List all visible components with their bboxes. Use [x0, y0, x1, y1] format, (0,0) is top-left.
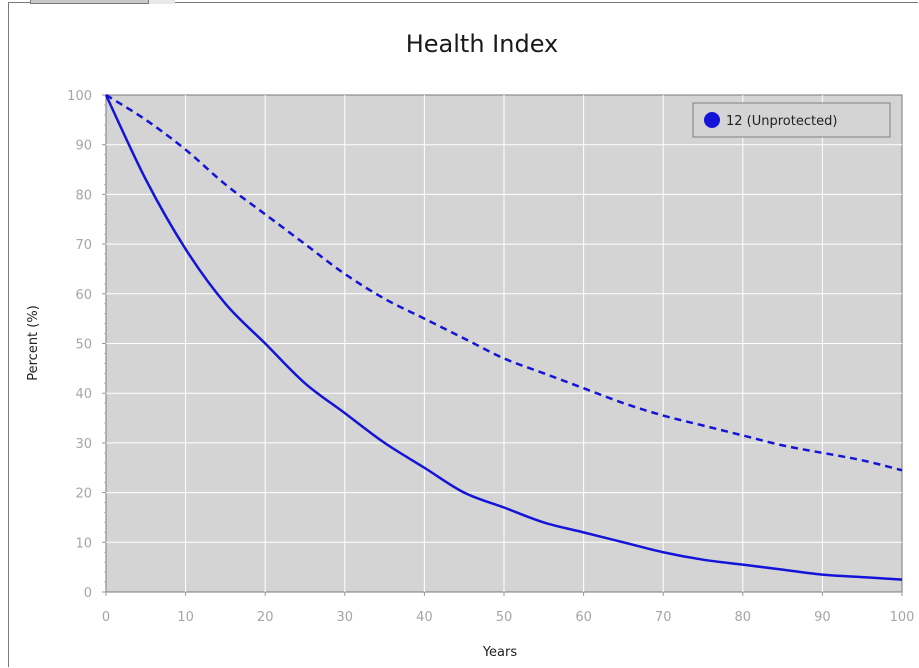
x-tick-label: 50	[496, 610, 513, 625]
y-tick-label: 100	[67, 89, 92, 104]
axis-ticks: 0 10 20 30 40 50 60 70 80 90 100 0 10 20 30 40 50 60 70 80 9…	[67, 89, 914, 625]
y-axis-label: Percent (%)	[26, 305, 41, 381]
x-tick-label: 90	[814, 610, 831, 625]
x-axis-label: Years	[482, 645, 518, 660]
legend-marker	[704, 112, 720, 128]
y-tick-label: 20	[75, 487, 92, 502]
y-tick-label: 80	[75, 188, 92, 203]
y-tick-label: 0	[84, 586, 92, 601]
y-tick-label: 70	[75, 238, 92, 253]
x-tick-label: 20	[257, 610, 274, 625]
legend-entry: 12 (Unprotected)	[726, 114, 837, 129]
x-tick-label: 10	[177, 610, 194, 625]
x-tick-label: 60	[575, 610, 592, 625]
top-scroll-button[interactable]	[148, 0, 175, 4]
y-tick-label: 30	[75, 437, 92, 452]
y-tick-label: 60	[75, 288, 92, 303]
x-tick-label: 100	[890, 610, 915, 625]
series-line-solid	[104, 94, 903, 581]
series-lines	[104, 93, 903, 581]
y-tick-label: 90	[75, 139, 92, 154]
x-tick-label: 40	[416, 610, 433, 625]
x-tick-label: 80	[735, 610, 752, 625]
x-tick-label: 30	[337, 610, 354, 625]
x-tick-label: 70	[655, 610, 672, 625]
y-tick-label: 10	[75, 536, 92, 551]
y-tick-label: 40	[75, 387, 92, 402]
y-tick-label: 50	[75, 338, 92, 353]
series-line-dashed	[105, 93, 903, 472]
legend: 12 (Unprotected)	[692, 102, 891, 138]
legend-box	[692, 102, 891, 138]
chart-title: Health Index	[406, 30, 559, 58]
x-tick-label: 0	[102, 610, 110, 625]
